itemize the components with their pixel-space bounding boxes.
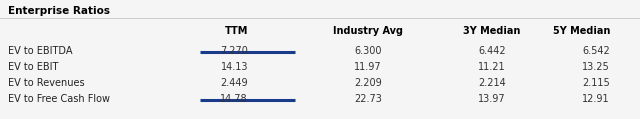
Text: 3Y Median: 3Y Median	[463, 26, 521, 36]
Text: 22.73: 22.73	[354, 94, 382, 104]
Text: TTM: TTM	[225, 26, 248, 36]
Text: EV to EBITDA: EV to EBITDA	[8, 46, 72, 56]
Text: 5Y Median: 5Y Median	[552, 26, 610, 36]
Text: EV to EBIT: EV to EBIT	[8, 62, 58, 72]
Text: 11.97: 11.97	[354, 62, 382, 72]
Text: 13.25: 13.25	[582, 62, 610, 72]
Text: 2.214: 2.214	[478, 78, 506, 88]
Text: 12.91: 12.91	[582, 94, 610, 104]
Text: 7.270: 7.270	[220, 46, 248, 56]
Text: 6.542: 6.542	[582, 46, 610, 56]
Text: EV to Free Cash Flow: EV to Free Cash Flow	[8, 94, 110, 104]
Text: 2.115: 2.115	[582, 78, 610, 88]
Text: 14.78: 14.78	[220, 94, 248, 104]
Text: 13.97: 13.97	[478, 94, 506, 104]
Text: 6.300: 6.300	[355, 46, 381, 56]
Text: Industry Avg: Industry Avg	[333, 26, 403, 36]
Text: 6.442: 6.442	[478, 46, 506, 56]
Text: 11.21: 11.21	[478, 62, 506, 72]
Text: EV to Revenues: EV to Revenues	[8, 78, 84, 88]
Text: Enterprise Ratios: Enterprise Ratios	[8, 6, 110, 16]
Text: 2.449: 2.449	[220, 78, 248, 88]
Text: 14.13: 14.13	[221, 62, 248, 72]
Text: 2.209: 2.209	[354, 78, 382, 88]
